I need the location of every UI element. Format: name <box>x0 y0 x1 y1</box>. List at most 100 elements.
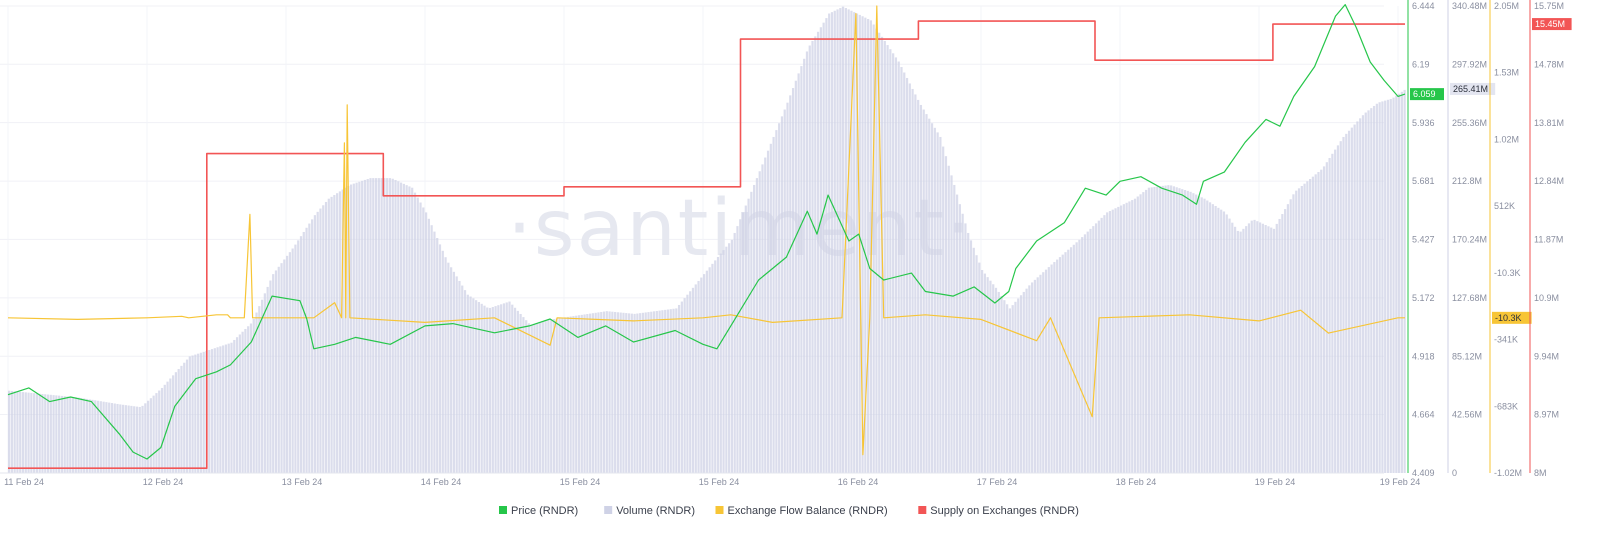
volume-bar <box>158 390 161 473</box>
volume-bar <box>216 347 219 473</box>
volume-bar <box>24 392 27 473</box>
volume-bar <box>436 238 439 473</box>
volume-bar <box>452 271 455 473</box>
volume-bar <box>1131 200 1134 473</box>
volume-bar <box>922 109 925 474</box>
volume-bar <box>405 185 408 473</box>
volume-bar <box>219 346 222 473</box>
volume-bar <box>986 277 989 473</box>
volume-bar <box>60 395 64 473</box>
volume-bar <box>1350 127 1353 473</box>
volume-bar <box>191 355 194 473</box>
volume-bar <box>27 392 30 473</box>
legend-label: Exchange Flow Balance (RNDR) <box>728 505 888 517</box>
volume-bar <box>558 318 561 473</box>
volume-bar <box>155 393 158 473</box>
volume-bar <box>828 13 831 474</box>
volume-bar <box>363 179 367 473</box>
volume-bar <box>274 270 278 473</box>
volume-bar <box>238 334 241 473</box>
volume-bar <box>675 308 678 473</box>
flow-tick-label: 1.53M <box>1494 68 1519 78</box>
volume-bar <box>639 313 642 473</box>
volume-bar <box>324 201 328 474</box>
volume-bar <box>772 136 775 473</box>
legend-swatch <box>604 506 613 514</box>
volume-bar <box>622 312 625 473</box>
volume-bar <box>1092 226 1095 473</box>
volume-bar <box>202 351 205 473</box>
volume-bar <box>341 189 344 474</box>
volume-bar <box>589 313 592 473</box>
volume-bar <box>1322 166 1326 473</box>
volume-bar <box>80 398 83 473</box>
volume-bar <box>958 204 961 473</box>
volume-bar <box>374 178 378 474</box>
volume-bar <box>408 186 411 473</box>
volume-bar <box>1211 204 1214 473</box>
price-line <box>7 3 1406 460</box>
volume-bar <box>636 313 639 473</box>
axes-layer: 6.444 6.19 5.936 5.681 5.427 5.172 4.918 4.664 4… <box>1407 0 1572 478</box>
volume-bar <box>1228 218 1231 473</box>
volume-bar <box>989 280 992 473</box>
volume-bar <box>1006 304 1009 473</box>
volume-bar <box>797 73 800 473</box>
volume-bar <box>447 262 450 473</box>
volume-bar <box>450 267 453 473</box>
volume-bar <box>1042 272 1045 473</box>
supply-tick-label: 9.94M <box>1534 351 1559 361</box>
volume-bar <box>427 218 430 473</box>
volume-bar <box>942 146 945 473</box>
volume-bar <box>647 312 650 473</box>
volume-bar <box>716 256 720 473</box>
volume-bar <box>816 31 820 474</box>
volume-bar <box>839 8 842 473</box>
volume-bar <box>361 180 364 473</box>
volume-bar <box>561 317 564 473</box>
volume-bar <box>1145 189 1148 473</box>
volume-bar <box>277 266 280 473</box>
legend-label: Supply on Exchanges (RNDR) <box>930 505 1079 517</box>
volume-bar <box>377 178 380 474</box>
volume-bar <box>1036 277 1039 473</box>
volume-bar <box>1028 285 1031 473</box>
volume-bar <box>936 132 939 473</box>
volume-bar <box>719 253 722 473</box>
volume-bar <box>1331 153 1334 473</box>
volume-bar <box>58 395 61 473</box>
volume-bar <box>1242 228 1245 473</box>
volume-bar <box>1336 145 1340 474</box>
volume-bar <box>461 285 464 473</box>
volume-bar <box>1353 124 1356 473</box>
volume-bar <box>280 263 283 473</box>
volume-bar <box>803 58 806 473</box>
volume-bar <box>286 255 289 473</box>
volume-bar <box>1139 194 1142 473</box>
volume-bar <box>172 375 175 473</box>
volume-bar <box>925 114 928 473</box>
price-tick-label: 5.681 <box>1412 176 1435 186</box>
volume-bar <box>836 9 839 473</box>
volume-bar <box>1297 188 1301 473</box>
volume-layer <box>8 6 1406 474</box>
supply-last-value-label: 15.45M <box>1535 19 1565 29</box>
volume-bar <box>1367 110 1370 473</box>
flow-last-label-bg <box>1492 311 1532 324</box>
volume-bar <box>46 394 50 473</box>
flow-tick-label: -683K <box>1494 401 1518 411</box>
volume-bar <box>908 83 911 473</box>
volume-bar <box>930 123 934 473</box>
price-tick-label: 5.936 <box>1412 118 1435 128</box>
volume-bar <box>1053 262 1056 473</box>
volume-bar <box>174 372 177 473</box>
volume-bar <box>875 28 878 474</box>
volume-bar <box>149 398 152 473</box>
volume-bar <box>1389 98 1392 473</box>
supply-tick-label: 12.84M <box>1534 176 1564 186</box>
x-tick-label: 19 Feb 24 <box>1380 477 1421 487</box>
volume-bar <box>1272 228 1276 473</box>
legend: Price (RNDR) Volume (RNDR) Exchange Flow B… <box>499 505 1079 517</box>
volume-bar <box>322 205 325 474</box>
volume-bar <box>791 88 795 473</box>
